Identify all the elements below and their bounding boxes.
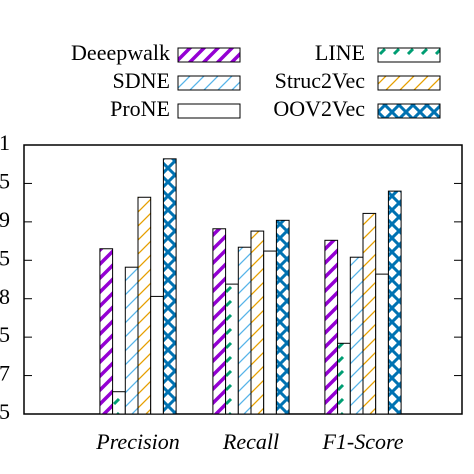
y-tick-label: 1 [0,130,10,155]
bar [112,391,126,415]
bar [337,342,351,415]
legend-swatch [377,75,441,91]
bar [150,295,164,415]
legend-label: LINE [315,40,365,65]
bar [212,228,227,415]
legend-label: Struc2Vec [275,68,366,93]
bar [137,196,152,415]
x-tick-label: F1-Score [321,429,403,454]
bar [375,273,389,415]
legend-swatch [377,103,441,119]
y-tick-label: 0.8 [0,284,10,309]
x-tick-label: Recall [222,429,279,454]
bar [263,250,277,415]
bar [225,283,239,415]
bar [162,158,177,415]
y-tick-label: 0.7 [0,361,10,386]
y-tick-label: 0.65 [0,399,10,424]
y-tick-label: 0.9 [0,207,10,232]
bar [362,212,377,415]
x-tick-label: Precision [95,429,180,454]
legend-swatch [377,47,441,63]
y-tick-label: 0.75 [0,322,10,347]
bar [387,190,402,415]
y-tick-label: 0.85 [0,245,10,270]
bar [324,239,339,415]
legend-swatch [177,75,241,91]
bar [250,230,265,415]
legend-label: Deeepwalk [71,40,170,65]
legend-swatch [177,47,241,63]
y-tick-label: 0.95 [0,168,10,193]
bar [349,256,364,415]
bar [99,248,114,415]
legend-label: ProNE [110,96,170,121]
bar [275,219,290,415]
bar [124,266,139,415]
bar [237,246,252,415]
legend-swatch [177,103,241,119]
legend-label: OOV2Vec [273,96,365,121]
legend-label: SDNE [113,68,170,93]
